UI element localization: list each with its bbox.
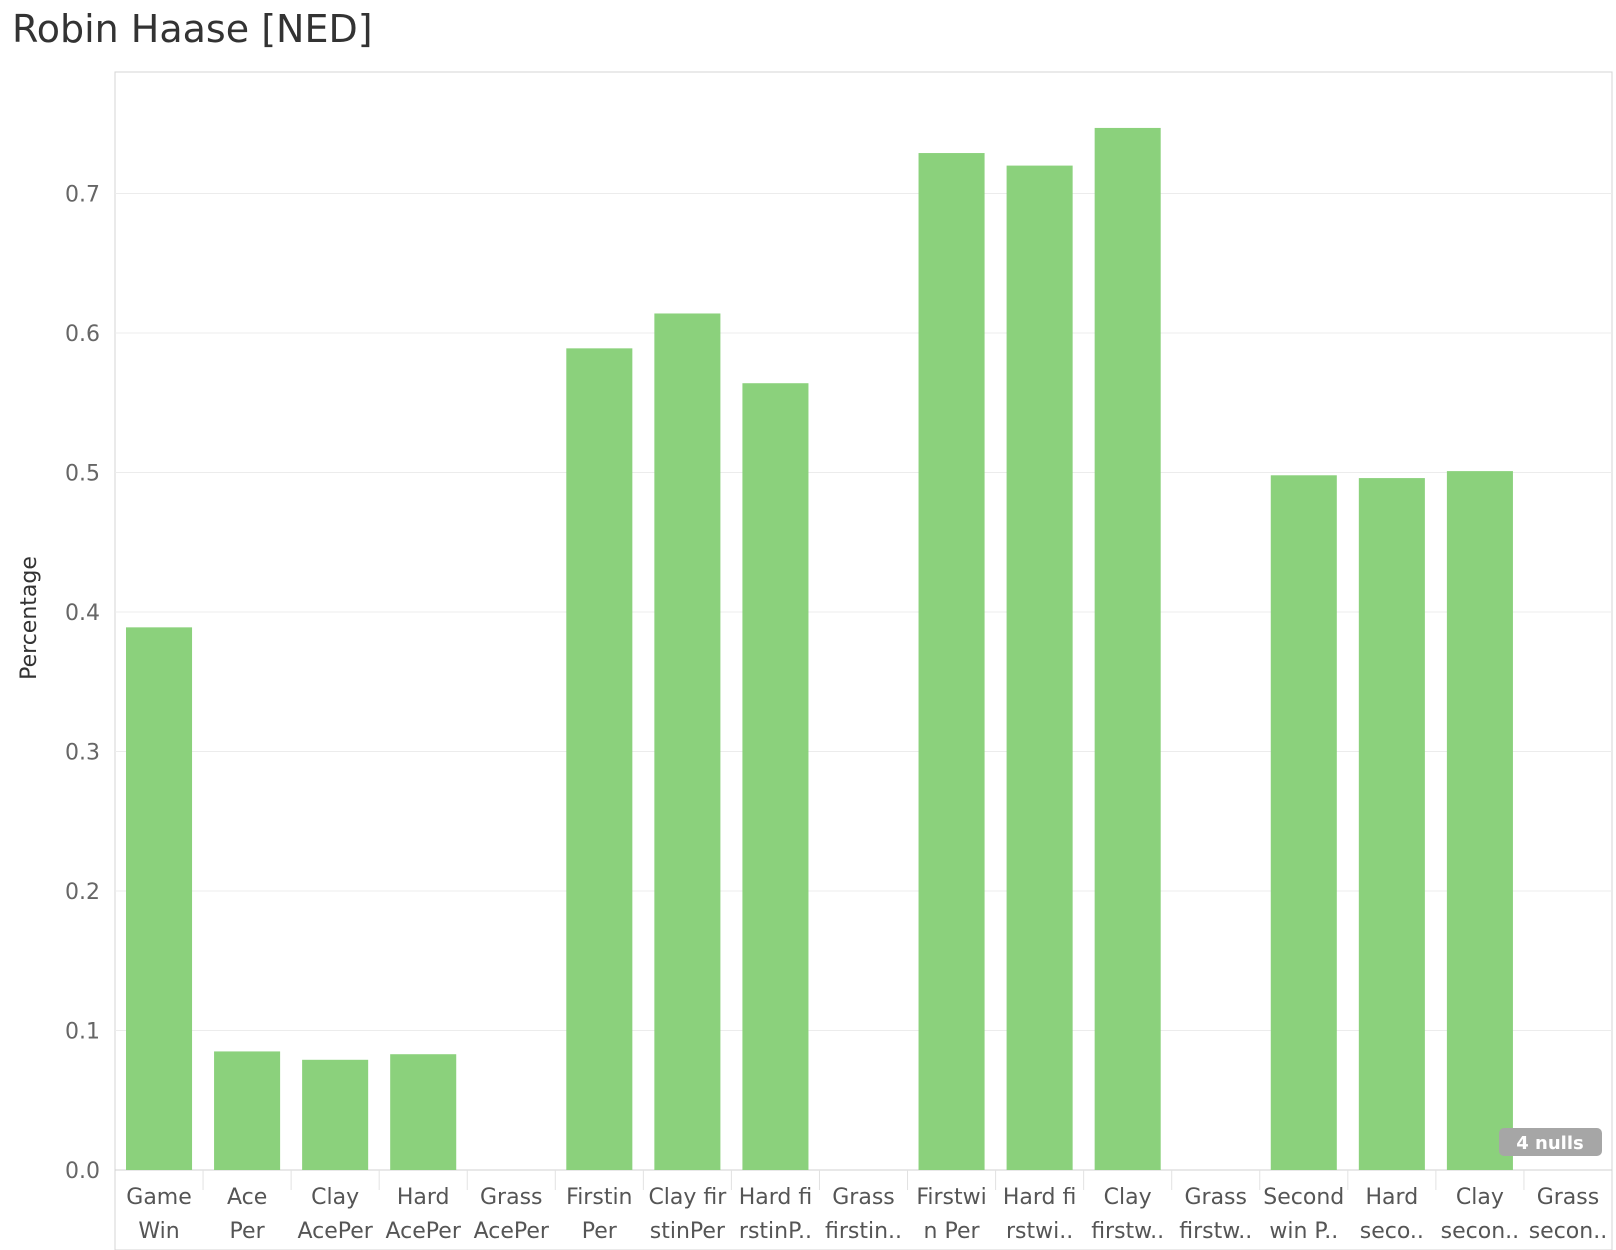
x-category-label: Hard <box>1366 1185 1419 1210</box>
x-category-label: firstin.. <box>825 1219 902 1244</box>
x-category-label: Clay <box>1104 1185 1152 1210</box>
x-category-label: stinPer <box>650 1219 726 1244</box>
bar <box>302 1059 369 1170</box>
x-category-label: AcePer <box>386 1219 462 1244</box>
y-axis-ticks: 0.0 0.1 0.2 0.3 0.4 0.5 0.6 0.7 <box>65 183 100 1185</box>
y-tick-label: 0.4 <box>65 601 100 626</box>
x-category-label: Firstin <box>566 1185 632 1210</box>
plot-frame <box>114 71 1613 1250</box>
nulls-indicator[interactable]: 4 nulls <box>1499 1128 1602 1156</box>
y-tick-label: 0.1 <box>65 1020 100 1045</box>
x-axis-categories: GameWinAcePerClayAcePerHardAcePerGrassAc… <box>126 1170 1607 1244</box>
x-category-label: Per <box>582 1219 618 1244</box>
x-category-label: Clay <box>1456 1185 1504 1210</box>
x-category-label: Grass <box>1184 1185 1247 1210</box>
bar <box>1006 165 1073 1171</box>
x-category-label: Second <box>1263 1185 1344 1210</box>
nulls-badge[interactable] <box>1499 1128 1602 1156</box>
bar <box>742 383 809 1171</box>
x-category-label: firstw.. <box>1179 1219 1252 1244</box>
y-tick-label: 0.2 <box>65 880 100 905</box>
chart-title: Robin Haase [NED] <box>12 7 373 51</box>
x-category-label: Game <box>126 1185 192 1210</box>
x-category-label: Grass <box>1537 1185 1600 1210</box>
x-category-label: Ace <box>227 1185 267 1210</box>
bar <box>390 1054 457 1170</box>
x-category-label: Hard fi <box>1003 1185 1077 1210</box>
bar <box>566 348 633 1171</box>
y-tick-label: 0.7 <box>65 183 100 208</box>
x-category-label: Win <box>138 1219 179 1244</box>
y-tick-label: 0.0 <box>65 1159 100 1184</box>
x-category-label: rstwi.. <box>1006 1219 1073 1244</box>
x-category-label: n Per <box>924 1219 981 1244</box>
x-category-label: secon.. <box>1441 1219 1519 1244</box>
bar <box>918 153 985 1171</box>
x-category-label: secon.. <box>1529 1219 1607 1244</box>
bar <box>1446 471 1513 1171</box>
y-tick-label: 0.3 <box>65 741 100 766</box>
nulls-badge-label: 4 nulls <box>1516 1133 1583 1154</box>
x-category-label: AcePer <box>297 1219 373 1244</box>
x-category-label: Firstwi <box>916 1185 986 1210</box>
y-axis-title: Percentage <box>17 556 42 680</box>
bar <box>1094 127 1161 1170</box>
x-category-label: Clay fir <box>648 1185 727 1210</box>
y-tick-label: 0.5 <box>65 462 100 487</box>
bar <box>214 1051 281 1170</box>
bar <box>1358 478 1425 1171</box>
x-category-label: Hard <box>397 1185 450 1210</box>
x-category-label: Clay <box>311 1185 359 1210</box>
x-category-label: AcePer <box>474 1219 550 1244</box>
x-category-label: Grass <box>480 1185 543 1210</box>
bar <box>654 313 721 1171</box>
x-category-label: win P.. <box>1269 1219 1338 1244</box>
x-category-label: Grass <box>832 1185 895 1210</box>
x-category-label: firstw.. <box>1091 1219 1164 1244</box>
x-category-label: seco.. <box>1360 1219 1424 1244</box>
bar <box>1270 475 1337 1170</box>
y-tick-label: 0.6 <box>65 322 100 347</box>
bars <box>126 127 1513 1171</box>
grid-lines <box>115 193 1612 1171</box>
bar <box>126 627 193 1170</box>
x-category-label: Hard fi <box>739 1185 813 1210</box>
x-category-label: Per <box>230 1219 266 1244</box>
x-category-label: rstinP.. <box>739 1219 812 1244</box>
